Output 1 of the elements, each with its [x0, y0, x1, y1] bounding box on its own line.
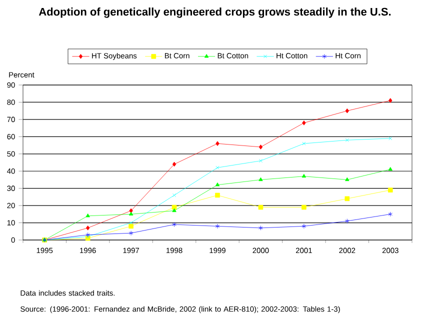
chart-title: Adoption of genetically engineered crops grows steadily in the U.S. — [38, 8, 391, 18]
